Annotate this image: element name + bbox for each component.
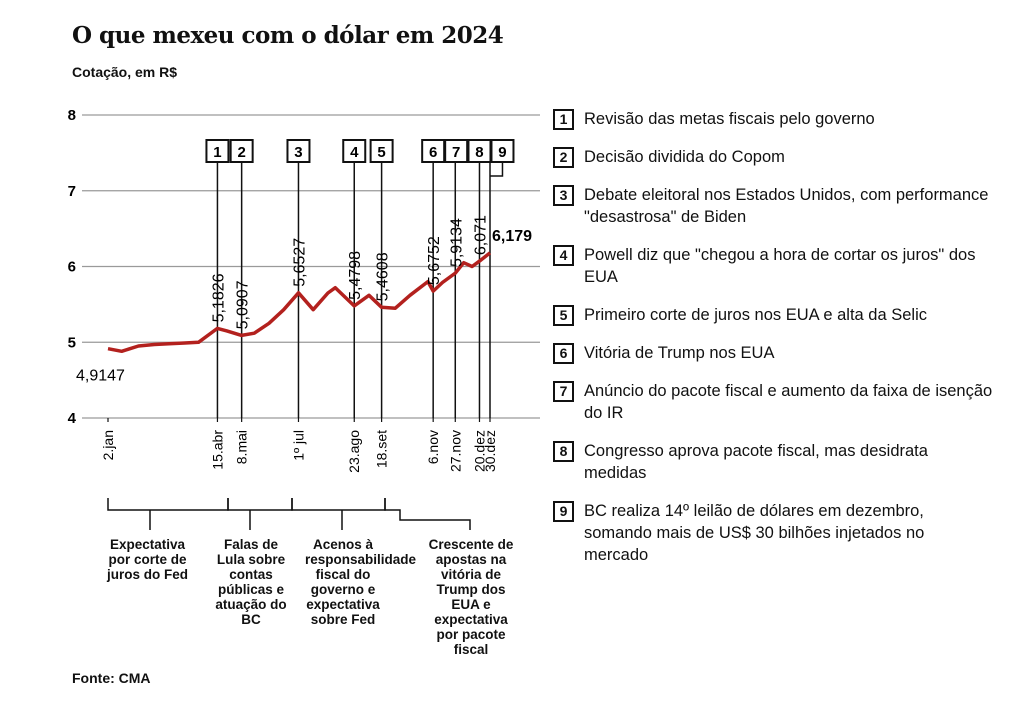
legend-item: 6 Vitória de Trump nos EUA	[553, 342, 993, 364]
bracket	[107, 498, 229, 530]
x-tick-label: 18.set	[374, 430, 390, 468]
value-label: 5,4798	[347, 251, 364, 300]
event-marker	[229, 139, 254, 163]
bracket	[227, 498, 293, 530]
x-tick-label: 30.dez	[482, 430, 498, 472]
bracket	[291, 498, 386, 530]
value-label: 5,6752	[426, 236, 443, 285]
value-label: 6,071	[472, 215, 489, 255]
chart-subtitle: Cotação, em R$	[72, 64, 178, 80]
x-tick-label: 27.nov	[447, 430, 463, 472]
legend-number: 2	[553, 147, 574, 168]
period-note: Falas de Lula sobre contas públicas e at…	[215, 537, 287, 627]
legend-number: 8	[553, 441, 574, 462]
legend-number: 4	[553, 245, 574, 266]
y-tick-label: 6	[68, 259, 76, 276]
legend-text: Debate eleitoral nos Estados Unidos, com…	[584, 186, 989, 226]
y-tick-label: 5	[68, 334, 76, 351]
legend-number: 3	[553, 185, 574, 206]
y-tick-label: 4	[68, 410, 77, 427]
x-tick-label: 8.mai	[234, 430, 250, 464]
x-tick-label: 15.abr	[209, 430, 225, 470]
line-series	[107, 251, 492, 354]
x-tick-label: 1º jul	[290, 430, 306, 461]
legend-text: Revisão das metas fiscais pelo governo	[584, 110, 875, 128]
legend-text: Anúncio do pacote fiscal e aumento da fa…	[584, 382, 993, 422]
legend-item: 9 BC realiza 14º leilão de dólares em dez…	[553, 500, 993, 566]
x-tick-label: 20.dez	[471, 430, 487, 472]
legend-number: 6	[553, 343, 574, 364]
legend-text: BC realiza 14º leilão de dólares em deze…	[584, 502, 925, 564]
event-marker	[205, 139, 230, 163]
legend-item: 7 Anúncio do pacote fiscal e aumento da f…	[553, 380, 993, 424]
period-note: Expectativa por corte de juros do Fed	[107, 537, 188, 582]
legend-item: 3 Debate eleitoral nos Estados Unidos, co…	[553, 184, 993, 228]
value-label: 5,6527	[291, 238, 308, 287]
legend-text: Decisão dividida do Copom	[584, 148, 785, 166]
legend-number: 7	[553, 381, 574, 402]
legend-number: 5	[553, 305, 574, 326]
chart-title: O que mexeu com o dólar em 2024	[72, 22, 504, 49]
event-marker-label: 9	[498, 144, 506, 161]
legend-item: 4 Powell diz que "chegou a hora de cortar…	[553, 244, 993, 288]
event-marker	[369, 139, 394, 163]
x-tick-label: 6.nov	[425, 430, 441, 464]
legend-text: Congresso aprova pacote fiscal, mas desi…	[584, 442, 928, 482]
event-marker	[286, 139, 311, 163]
event-marker	[444, 139, 469, 163]
value-label: 6,179	[492, 228, 532, 245]
x-tick-label: 2.jan	[100, 430, 116, 460]
value-label: 4,9147	[76, 368, 125, 385]
value-label: 5,9134	[448, 218, 465, 267]
event-marker-label: 7	[452, 144, 460, 161]
event-marker-label: 5	[377, 144, 385, 161]
legend-text: Powell diz que "chegou a hora de cortar …	[584, 246, 976, 286]
event-marker	[342, 139, 367, 163]
legend: 1 Revisão das metas fiscais pelo governo 2…	[553, 108, 993, 582]
value-label: 5,0907	[235, 280, 252, 329]
legend-text: Vitória de Trump nos EUA	[584, 344, 775, 362]
period-note: Crescente de apostas na vitória de Trump…	[428, 537, 514, 657]
event-marker-label: 3	[294, 144, 302, 161]
event-marker-label: 2	[237, 144, 245, 161]
value-label: 5,4608	[375, 252, 392, 301]
legend-item: 2 Decisão dividida do Copom	[553, 146, 993, 168]
y-tick-label: 8	[68, 107, 76, 124]
value-label: 5,1826	[210, 273, 227, 322]
x-tick-label: 23.ago	[346, 430, 362, 473]
bracket	[384, 498, 471, 530]
event-marker-label: 6	[429, 144, 437, 161]
legend-text: Primeiro corte de juros nos EUA e alta d…	[584, 306, 927, 324]
period-note: Acenos à responsabilidade fiscal do gove…	[305, 537, 417, 627]
legend-item: 8 Congresso aprova pacote fiscal, mas des…	[553, 440, 993, 484]
legend-item: 5 Primeiro corte de juros nos EUA e alta …	[553, 304, 993, 326]
legend-item: 1 Revisão das metas fiscais pelo governo	[553, 108, 993, 130]
event-marker-label: 1	[213, 144, 221, 161]
brackets	[107, 498, 471, 530]
legend-number: 1	[553, 109, 574, 130]
event-marker-label: 8	[475, 144, 483, 161]
y-tick-label: 7	[68, 183, 76, 200]
source: Fonte: CMA	[72, 670, 151, 686]
legend-number: 9	[553, 501, 574, 522]
event-marker-label: 4	[350, 144, 359, 161]
event-marker	[490, 139, 515, 163]
event-connector	[490, 162, 504, 177]
